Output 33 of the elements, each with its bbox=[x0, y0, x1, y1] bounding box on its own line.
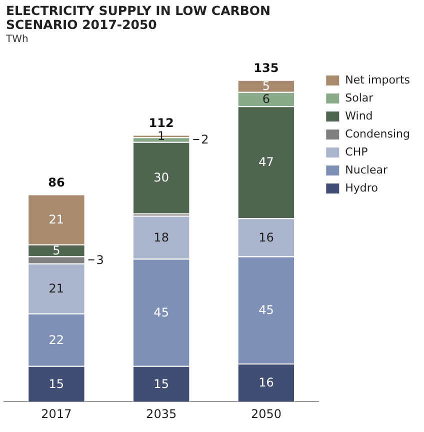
data-label: 30 bbox=[154, 170, 169, 185]
data-label: 5 bbox=[262, 78, 270, 93]
legend-label: Wind bbox=[345, 109, 373, 122]
x-tick-label: 2035 bbox=[146, 406, 177, 421]
data-label: 2 bbox=[201, 132, 209, 147]
x-tick-label: 2017 bbox=[41, 406, 72, 421]
legend-label: Hydro bbox=[345, 181, 378, 194]
data-label: 45 bbox=[154, 305, 169, 320]
data-label: 5 bbox=[52, 243, 60, 258]
total-label: 112 bbox=[148, 116, 174, 130]
legend-label: Solar bbox=[345, 91, 374, 104]
data-label: 21 bbox=[48, 282, 64, 296]
data-label: 22 bbox=[48, 332, 64, 347]
data-label: 16 bbox=[258, 376, 274, 390]
legend-label: CHP bbox=[345, 145, 368, 158]
data-label: 1 bbox=[158, 129, 166, 144]
data-label: 16 bbox=[258, 230, 274, 244]
total-label: 135 bbox=[254, 61, 279, 76]
data-label: 45 bbox=[258, 302, 274, 317]
y-axis-title: TWh bbox=[6, 34, 28, 45]
data-label: 15 bbox=[48, 376, 64, 391]
legend-label: Net imports bbox=[345, 73, 410, 86]
total-label: 86 bbox=[48, 175, 65, 190]
legend-label: Nuclear bbox=[345, 163, 388, 176]
data-label: 47 bbox=[258, 155, 274, 170]
chart-title: ELECTRICITY SUPPLY IN LOW CARBON SCENARIO 2017-2050 bbox=[6, 3, 272, 32]
data-label: 18 bbox=[154, 230, 169, 244]
data-label: 3 bbox=[96, 252, 104, 267]
data-label: 21 bbox=[48, 212, 64, 226]
legend-label: Condensing bbox=[345, 127, 410, 140]
data-label: 15 bbox=[154, 376, 169, 391]
data-label: 6 bbox=[262, 92, 270, 106]
x-tick-label: 2050 bbox=[250, 406, 282, 421]
